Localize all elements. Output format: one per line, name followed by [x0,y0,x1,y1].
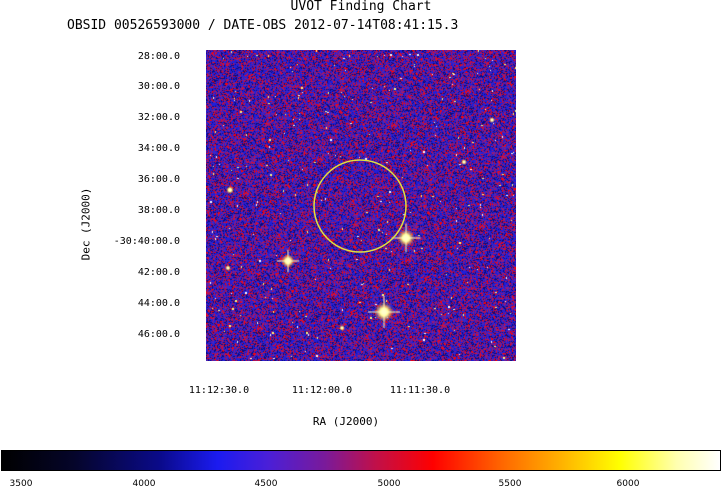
colorbar-tick-label: 6000 [616,479,640,489]
dec-tick-label: 30:00.0 [137,81,180,92]
ra-axis-label: RA (J2000) [312,415,380,428]
colorbar-tick-label: 4500 [254,479,278,489]
dec-tick-label: 46:00.0 [137,329,180,340]
dec-tick-label: 44:00.0 [137,298,180,309]
sky-image [206,50,516,361]
dec-tick-label: -30:40:00.0 [113,236,180,247]
chart-title: UVOT Finding Chart [290,0,432,14]
dec-tick-label: 28:00.0 [137,51,180,62]
colorbar-tick-label: 4000 [132,479,156,489]
dec-tick-label: 32:00.0 [137,112,180,123]
dec-tick-label: 38:00.0 [137,205,180,216]
source-region-circle [313,159,407,253]
dec-tick-label: 36:00.0 [137,174,180,185]
dec-tick-label: 34:00.0 [137,143,180,154]
colorbar-tick-label: 5000 [377,479,401,489]
chart-subtitle: OBSID 00526593000 / DATE-OBS 2012-07-14T… [67,18,459,33]
dec-tick-label: 42:00.0 [137,267,180,278]
ra-tick-label: 11:11:30.0 [389,385,451,396]
colorbar-tick-label: 5500 [498,479,522,489]
dec-axis-label: Dec (J2000) [79,187,93,261]
ra-tick-label: 11:12:00.0 [291,385,353,396]
source-region-overlay [313,159,407,253]
colorbar [1,450,721,471]
ra-tick-label: 11:12:30.0 [188,385,250,396]
colorbar-tick-label: 3500 [9,479,33,489]
